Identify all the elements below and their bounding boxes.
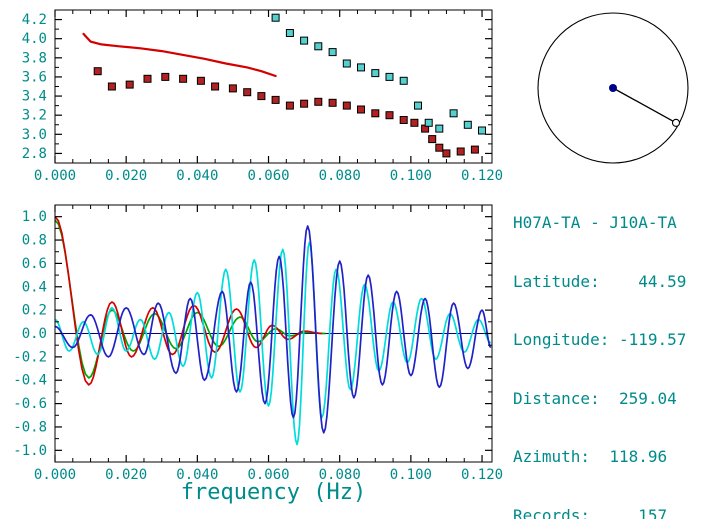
station-pair-title: H07A-TA - J10A-TA [513, 213, 677, 232]
x-tick-label: 0.040 [176, 168, 218, 184]
x-tick-label: 0.020 [105, 467, 147, 483]
waveform-plot: 0.000 0.020 0.040 0.060 0.080 0.100 0.120 -1.0 -… [13, 204, 503, 483]
y-tick-label: 1.0 [22, 209, 47, 225]
y-tick-label: -0.8 [13, 419, 47, 435]
longitude-line: Longitude: -119.57 [513, 330, 687, 349]
y-tick-label: 0.4 [22, 279, 47, 295]
y-tick-label: 0.2 [22, 303, 47, 319]
second-branch-picks [271, 13, 486, 135]
y-tick-label: 0.6 [22, 256, 47, 272]
origin-station-dot [609, 84, 617, 92]
y-tick-label: -1.0 [13, 443, 47, 459]
azimuth-diagram [537, 12, 689, 164]
azimuth-circle [537, 12, 689, 164]
reference-dispersion-curve [82, 32, 277, 78]
x-tick-label: 0.000 [34, 168, 76, 184]
x-tick-label: 0.000 [34, 467, 76, 483]
x-tick-label: 0.100 [390, 467, 432, 483]
station-pair-info: H07A-TA - J10A-TA Latitude: 44.59 Longit… [513, 174, 686, 519]
x-tick-label: 0.060 [247, 467, 289, 483]
x-tick-label: 0.060 [247, 168, 289, 184]
y-tick-label: -0.4 [13, 373, 47, 389]
dispersion-plot-area[interactable] [55, 10, 492, 163]
y-tick-label: 4.2 [22, 12, 47, 28]
y-tick-label: -0.2 [13, 349, 47, 365]
x-tick-label: 0.080 [319, 467, 361, 483]
y-tick-label: 3.2 [22, 108, 47, 124]
records-line: Records: 157 [513, 505, 668, 519]
y-tick-label: 0.0 [22, 326, 47, 342]
y-tick-label: 2.8 [22, 146, 47, 162]
y-tick-label: 3.6 [22, 69, 47, 85]
y-tick-label: 4.0 [22, 31, 47, 47]
azimuth-vector-line [612, 87, 677, 124]
dispersion-plot-ticks: 0.000 0.020 0.040 0.060 0.080 0.100 0.120 2.8 3.… [22, 10, 503, 184]
target-station-marker [671, 118, 681, 127]
latitude-line: Latitude: 44.59 [513, 271, 687, 291]
y-tick-label: 0.8 [22, 233, 47, 249]
azimuth-line: Azimuth: 118.96 [513, 447, 668, 466]
x-tick-label: 0.080 [319, 168, 361, 184]
y-tick-label: 3.8 [22, 50, 47, 66]
x-tick-label: 0.120 [461, 168, 503, 184]
frequency-axis-label: frequency (Hz) [180, 480, 367, 505]
x-tick-label: 0.040 [176, 467, 218, 483]
x-tick-label: 0.120 [461, 467, 503, 483]
x-tick-label: 0.020 [105, 168, 147, 184]
y-tick-label: 3.0 [22, 127, 47, 143]
y-tick-label: 3.4 [22, 89, 47, 105]
x-tick-label: 0.100 [390, 168, 432, 184]
waveform-plot-ticks: 0.000 0.020 0.040 0.060 0.080 0.100 0.120 -1.0 -… [13, 205, 503, 483]
distance-line: Distance: 259.04 [513, 388, 677, 408]
dispersion-plot: 0.000 0.020 0.040 0.060 0.080 0.100 0.120 2.8 3.… [22, 9, 503, 184]
y-tick-label: -0.6 [13, 396, 47, 412]
group-velocity-picks [93, 67, 479, 158]
trace-blue [55, 225, 492, 434]
trace-cyan [55, 241, 492, 446]
